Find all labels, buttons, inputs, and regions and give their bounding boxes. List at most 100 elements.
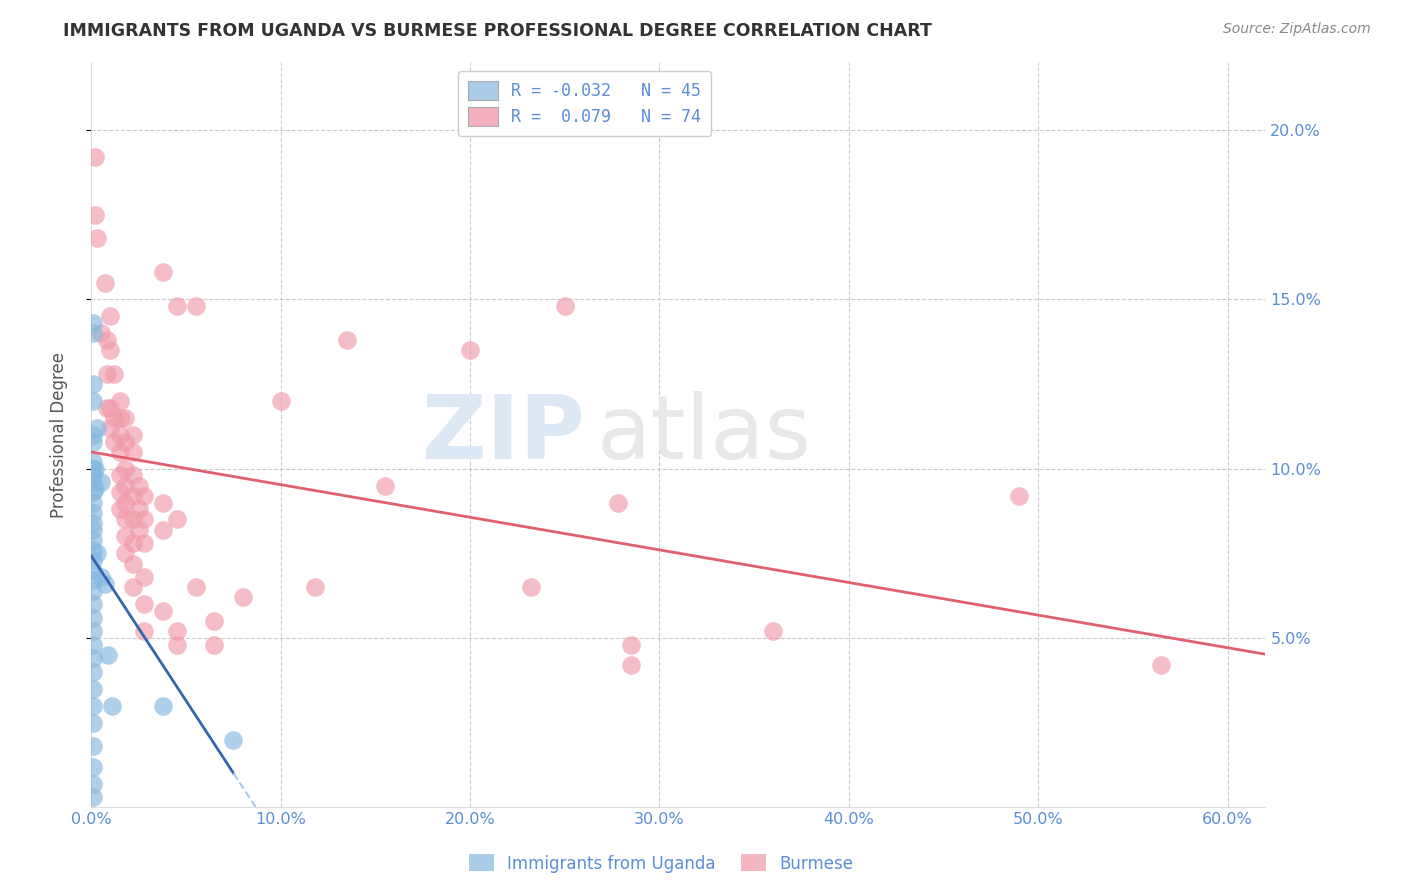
Point	[232, 591, 254, 605]
Text: atlas: atlas	[596, 392, 811, 478]
Point	[103, 411, 125, 425]
Point	[82, 651, 104, 665]
Point	[82, 574, 104, 588]
Point	[84, 208, 107, 222]
Point	[336, 333, 359, 347]
Point	[762, 624, 785, 639]
Point	[108, 468, 131, 483]
Point	[1150, 658, 1173, 673]
Point	[82, 377, 104, 392]
Point	[96, 401, 118, 415]
Point	[122, 468, 145, 483]
Point	[82, 553, 104, 567]
Point	[82, 698, 104, 713]
Point	[128, 502, 150, 516]
Point	[134, 512, 156, 526]
Point	[606, 495, 628, 509]
Point	[458, 343, 481, 358]
Point	[122, 489, 145, 503]
Point	[128, 523, 150, 537]
Point	[620, 658, 643, 673]
Point	[166, 512, 188, 526]
Point	[122, 444, 145, 458]
Point	[82, 681, 104, 696]
Point	[82, 523, 104, 537]
Point	[82, 776, 104, 790]
Point	[166, 638, 188, 652]
Point	[108, 427, 131, 442]
Point	[108, 394, 131, 409]
Point	[103, 434, 125, 449]
Point	[152, 265, 174, 279]
Point	[134, 489, 156, 503]
Text: ZIP: ZIP	[422, 392, 585, 478]
Point	[304, 580, 326, 594]
Point	[134, 624, 156, 639]
Y-axis label: Professional Degree: Professional Degree	[49, 351, 67, 518]
Point	[82, 715, 104, 730]
Point	[82, 516, 104, 530]
Point	[270, 394, 292, 409]
Point	[82, 455, 104, 469]
Point	[82, 394, 104, 409]
Point	[1008, 489, 1031, 503]
Point	[82, 434, 104, 449]
Point	[114, 546, 136, 560]
Point	[82, 597, 104, 611]
Point	[82, 326, 104, 341]
Point	[90, 570, 112, 584]
Point	[84, 461, 107, 475]
Point	[96, 333, 118, 347]
Point	[114, 461, 136, 475]
Point	[103, 367, 125, 381]
Point	[166, 299, 188, 313]
Point	[82, 506, 104, 520]
Point	[128, 478, 150, 492]
Point	[82, 468, 104, 483]
Point	[152, 523, 174, 537]
Point	[114, 411, 136, 425]
Point	[90, 475, 112, 490]
Point	[114, 512, 136, 526]
Point	[108, 411, 131, 425]
Point	[82, 665, 104, 679]
Point	[134, 597, 156, 611]
Point	[93, 577, 115, 591]
Point	[114, 529, 136, 543]
Point	[152, 495, 174, 509]
Point	[114, 478, 136, 492]
Point	[82, 475, 104, 490]
Point	[152, 698, 174, 713]
Point	[82, 638, 104, 652]
Point	[620, 638, 643, 652]
Point	[82, 583, 104, 598]
Point	[82, 495, 104, 509]
Point	[134, 536, 156, 550]
Point	[134, 570, 156, 584]
Point	[122, 427, 145, 442]
Point	[84, 482, 107, 496]
Point	[90, 326, 112, 341]
Point	[82, 533, 104, 547]
Point	[204, 614, 226, 628]
Point	[554, 299, 576, 313]
Point	[184, 299, 207, 313]
Point	[122, 580, 145, 594]
Legend: Immigrants from Uganda, Burmese: Immigrants from Uganda, Burmese	[463, 847, 859, 880]
Point	[166, 624, 188, 639]
Point	[82, 485, 104, 500]
Point	[82, 790, 104, 805]
Point	[93, 276, 115, 290]
Point	[108, 485, 131, 500]
Point	[114, 434, 136, 449]
Point	[82, 543, 104, 558]
Point	[374, 478, 396, 492]
Point	[82, 739, 104, 754]
Point	[122, 557, 145, 571]
Point	[98, 310, 121, 324]
Point	[98, 343, 121, 358]
Point	[97, 648, 120, 662]
Point	[82, 563, 104, 577]
Point	[152, 604, 174, 618]
Point	[184, 580, 207, 594]
